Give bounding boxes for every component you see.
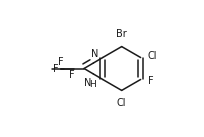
- Text: F: F: [69, 70, 74, 80]
- Text: Cl: Cl: [116, 98, 126, 108]
- Text: F: F: [52, 64, 58, 73]
- Text: F: F: [58, 57, 64, 67]
- Text: F: F: [147, 76, 152, 86]
- Text: N: N: [90, 49, 98, 59]
- Text: Br: Br: [116, 29, 126, 39]
- Text: H: H: [89, 80, 95, 89]
- Text: N: N: [83, 78, 91, 88]
- Text: Cl: Cl: [147, 51, 156, 61]
